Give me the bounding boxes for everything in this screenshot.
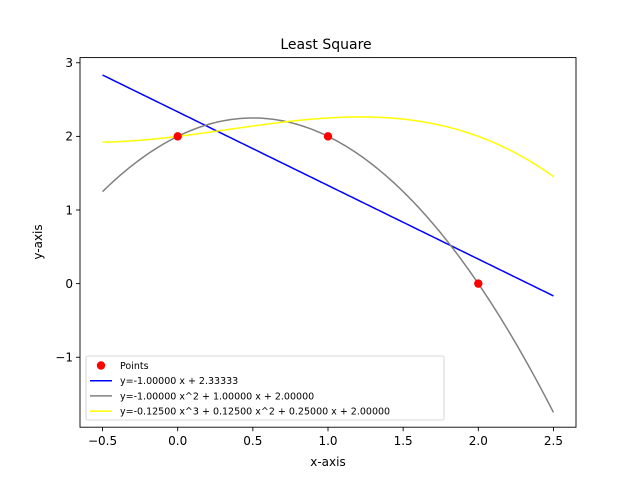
y-tick-label: −1 [55, 351, 73, 365]
y-tick-label: 1 [65, 203, 73, 217]
data-point [173, 132, 182, 141]
y-tick-label: 0 [65, 277, 73, 291]
points-layer [173, 132, 483, 288]
legend-label-series-2: y=-1.00000 x^2 + 1.00000 x + 2.00000 [120, 391, 314, 402]
legend-label-series-3: y=-0.12500 x^3 + 0.12500 x^2 + 0.25000 x… [120, 407, 390, 418]
plot-area [79, 57, 577, 428]
chart-title: Least Square [280, 37, 371, 53]
legend-marker-points [96, 361, 106, 370]
y-axis: −1 0 1 2 3 [55, 56, 80, 365]
y-tick-label: 2 [65, 130, 73, 144]
legend-box [85, 355, 445, 421]
legend-label-points: Points [120, 361, 149, 372]
series-line-1 [102, 74, 554, 297]
x-axis: −0.5 0.0 0.5 1.0 1.5 2.0 2.5 [88, 427, 563, 448]
x-tick-label: 1.0 [318, 434, 337, 448]
x-axis-label: x-axis [310, 455, 345, 469]
y-axis-label: y-axis [31, 224, 45, 259]
data-point [474, 279, 483, 288]
legend-label-series-1: y=-1.00000 x + 2.33333 [120, 376, 238, 387]
x-tick-label: −0.5 [88, 434, 117, 448]
y-tick-label: 3 [65, 56, 73, 70]
legend: Points y=-1.00000 x + 2.33333 y=-1.00000 x… [85, 355, 445, 421]
x-tick-label: 2.5 [544, 434, 563, 448]
x-tick-label: 1.5 [394, 434, 413, 448]
x-tick-label: 0.5 [243, 434, 262, 448]
x-tick-label: 0.0 [168, 434, 187, 448]
data-point [323, 132, 333, 141]
x-tick-label: 2.0 [469, 434, 488, 448]
